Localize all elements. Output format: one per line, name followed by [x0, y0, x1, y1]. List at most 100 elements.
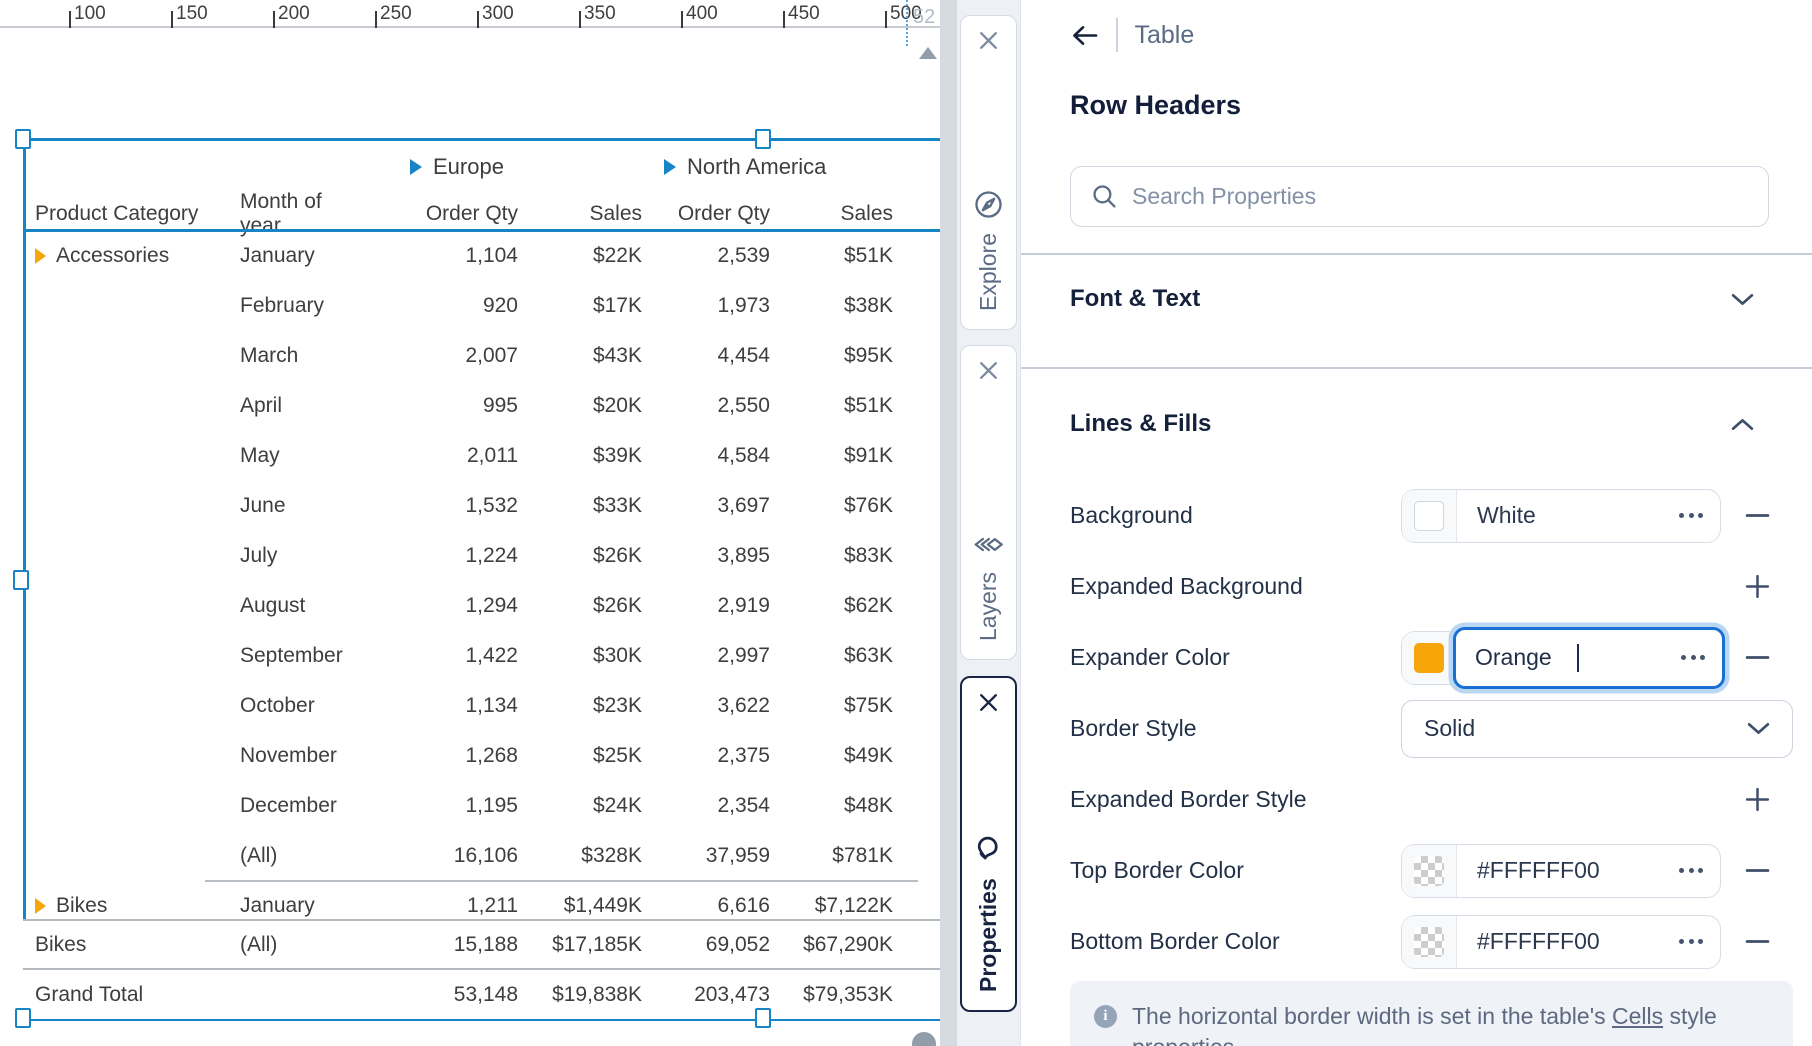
swatch-cell[interactable]	[1402, 490, 1457, 542]
swatch-cell[interactable]	[1402, 916, 1457, 968]
color-picker-control[interactable]: #FFFFFF00	[1401, 915, 1721, 969]
table-row[interactable]: February920$17K1,973$38K	[23, 281, 918, 331]
column-header[interactable]: Order Qty	[642, 202, 770, 226]
add-property-button[interactable]	[1721, 786, 1793, 813]
category-label: Accessories	[56, 244, 169, 268]
property-row-expander-color: Expander ColorOrange	[1070, 622, 1793, 693]
row-expander-icon[interactable]	[35, 898, 46, 914]
month-cell: (All)	[228, 933, 358, 957]
section-lines-and-fills[interactable]: Lines & Fills	[1070, 410, 1756, 438]
remove-property-button[interactable]	[1721, 644, 1793, 671]
month-cell: November	[228, 744, 358, 768]
column-header[interactable]: Sales	[770, 202, 893, 226]
color-picker-control[interactable]: Orange	[1401, 631, 1721, 685]
color-swatch-orange[interactable]	[1414, 643, 1444, 673]
column-header[interactable]: Sales	[518, 202, 642, 226]
close-icon[interactable]	[977, 691, 1000, 714]
europe-order-qty-cell: 1,294	[358, 594, 518, 618]
table-row[interactable]: September1,422$30K2,997$63K	[23, 631, 918, 681]
close-icon[interactable]	[977, 29, 1000, 52]
border-style-select[interactable]: Solid	[1401, 700, 1793, 758]
ruler-tick	[783, 11, 785, 28]
color-value[interactable]: #FFFFFF00	[1457, 916, 1720, 968]
europe-sales-cell: $39K	[518, 444, 642, 468]
chevron-up-icon[interactable]	[1729, 416, 1756, 433]
color-value[interactable]: #FFFFFF00	[1457, 845, 1720, 897]
scroll-down-button[interactable]	[912, 1032, 936, 1046]
color-value[interactable]: White	[1457, 490, 1720, 542]
cells-link[interactable]: Cells	[1612, 1003, 1663, 1029]
ruler-tick	[681, 11, 683, 28]
table-row[interactable]: October1,134$23K3,622$75K	[23, 681, 918, 731]
selection-handle-bottom-mid[interactable]	[755, 1008, 771, 1028]
more-options-icon[interactable]	[1679, 513, 1703, 518]
selection-edge-top	[23, 138, 940, 141]
ruler-tick	[885, 11, 887, 28]
tab-explore[interactable]: Explore	[960, 15, 1017, 330]
swatch-cell[interactable]	[1402, 632, 1457, 684]
more-options-icon[interactable]	[1679, 939, 1703, 944]
search-input[interactable]	[1132, 183, 1692, 210]
more-options-icon[interactable]	[1681, 655, 1705, 660]
close-icon[interactable]	[977, 359, 1000, 382]
table-row[interactable]: November1,268$25K2,375$49K	[23, 731, 918, 781]
category-cell: Accessories	[23, 244, 228, 268]
table-row[interactable]: July1,224$26K3,895$83K	[23, 531, 918, 581]
tab-properties[interactable]: Properties	[960, 676, 1017, 1012]
selection-handle-top-left[interactable]	[15, 129, 31, 149]
category-label: Grand Total	[35, 983, 143, 1007]
color-swatch-white[interactable]	[1414, 501, 1444, 531]
ruler-tick-label: 100	[74, 3, 106, 25]
selection-handle-mid-left[interactable]	[13, 570, 29, 590]
row-expander-icon[interactable]	[35, 248, 46, 264]
table-row[interactable]: April995$20K2,550$51K	[23, 381, 918, 431]
column-header[interactable]: Product Category	[23, 202, 228, 226]
tab-layers[interactable]: Layers	[960, 345, 1017, 660]
collapsed-expander-icon[interactable]	[664, 159, 676, 175]
table-row[interactable]: June1,532$33K3,697$76K	[23, 481, 918, 531]
na-order-qty-cell: 6,616	[642, 894, 770, 918]
scroll-up-arrow-icon[interactable]	[919, 47, 937, 59]
color-picker-control[interactable]: #FFFFFF00	[1401, 844, 1721, 898]
group-header-label: North America	[687, 154, 826, 180]
table-row[interactable]: March2,007$43K4,454$95K	[23, 331, 918, 381]
column-header[interactable]: Order Qty	[358, 202, 518, 226]
color-swatch-checker[interactable]	[1414, 856, 1444, 886]
color-swatch-checker[interactable]	[1414, 927, 1444, 957]
layers-icon	[973, 530, 1004, 559]
swatch-cell[interactable]	[1402, 845, 1457, 897]
remove-property-button[interactable]	[1721, 928, 1793, 955]
back-button[interactable]	[1070, 23, 1099, 48]
na-order-qty-cell: 3,622	[642, 694, 770, 718]
table-row[interactable]: December1,195$24K2,354$48K	[23, 781, 918, 831]
chevron-down-icon	[1745, 720, 1772, 737]
tab-label-area: Properties	[973, 714, 1004, 1010]
table-row[interactable]: Grand Total53,148$19,838K203,473$79,353K	[23, 970, 940, 1019]
table-row[interactable]: August1,294$26K2,919$62K	[23, 581, 918, 631]
table-row[interactable]: (All)16,106$328K37,959$781K	[23, 831, 918, 881]
section-font-and-text[interactable]: Font & Text	[1070, 285, 1756, 313]
selection-handle-bottom-left[interactable]	[15, 1008, 31, 1028]
add-property-button[interactable]	[1721, 573, 1793, 600]
table-row[interactable]: AccessoriesJanuary1,104$22K2,539$51K	[23, 231, 918, 281]
table-row[interactable]: Bikes(All)15,188$17,185K69,052$67,290K	[23, 921, 940, 970]
more-options-icon[interactable]	[1679, 868, 1703, 873]
group-header-north-america[interactable]: North America	[664, 154, 826, 180]
chevron-down-icon[interactable]	[1729, 291, 1756, 308]
group-header-europe[interactable]: Europe	[410, 154, 504, 180]
month-cell: September	[228, 644, 358, 668]
color-picker-control[interactable]: White	[1401, 489, 1721, 543]
design-canvas[interactable]: 100150200250300350400450500 52 Europe No…	[0, 0, 940, 1046]
search-box[interactable]	[1070, 166, 1769, 227]
collapsed-expander-icon[interactable]	[410, 159, 422, 175]
pivot-table[interactable]: Europe North America Product Category Mo…	[23, 139, 918, 1019]
na-sales-cell: $83K	[770, 544, 893, 568]
property-control: Solid	[1401, 700, 1793, 758]
table-row[interactable]: May2,011$39K4,584$91K	[23, 431, 918, 481]
guide-position-label: 52	[913, 6, 935, 29]
color-value-input[interactable]: Orange	[1453, 627, 1725, 689]
remove-property-button[interactable]	[1721, 502, 1793, 529]
remove-property-button[interactable]	[1721, 857, 1793, 884]
selection-handle-top-mid[interactable]	[755, 129, 771, 149]
table-row[interactable]: BikesJanuary1,211$1,449K6,616$7,122K	[23, 881, 918, 919]
